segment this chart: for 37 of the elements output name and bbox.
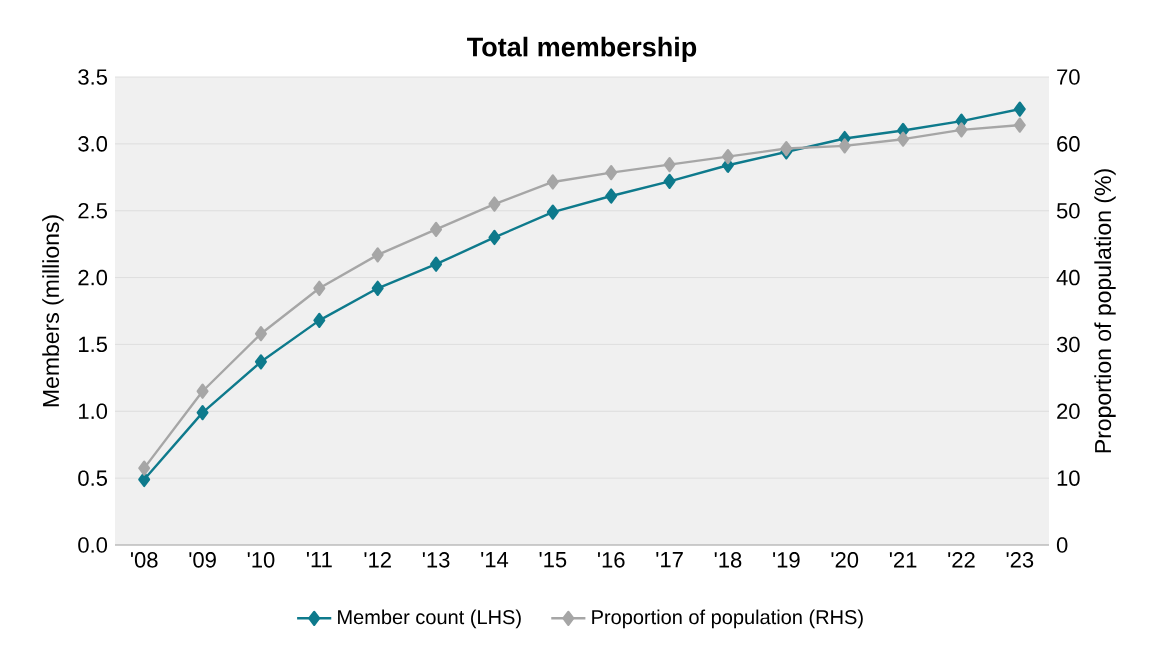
x-tick-label: '08 — [130, 552, 158, 568]
y2-tick-label: 0 — [1056, 537, 1068, 553]
y2-tick-label: 70 — [1057, 69, 1080, 85]
y-tick-label: 0.0 — [78, 537, 108, 553]
y-tick-label: 2.0 — [78, 269, 108, 286]
y-tick-label: 2.5 — [78, 202, 107, 219]
x-tick-label: '23 — [1006, 552, 1034, 568]
y2-tick-label: 20 — [1057, 403, 1080, 420]
y2-tick-label: 60 — [1057, 136, 1080, 152]
x-tick-label: '20 — [831, 552, 859, 568]
x-tick-label: '12 — [364, 552, 391, 568]
x-tick-label: '11 — [306, 552, 332, 568]
y2-tick-label: 30 — [1056, 336, 1080, 353]
x-tick-label: '21 — [889, 552, 917, 568]
x-tick-label: '17 — [656, 552, 683, 568]
y-axis-title: Members (millions) — [42, 215, 64, 407]
x-tick-label: '19 — [773, 552, 800, 568]
x-tick-label: '16 — [597, 552, 625, 568]
y2-tick-label: 10 — [1057, 470, 1080, 486]
y2-tick-label: 40 — [1056, 269, 1080, 286]
y-tick-label: 0.5 — [78, 470, 107, 486]
x-tick-label: '14 — [481, 552, 509, 568]
x-tick-label: '09 — [189, 552, 216, 568]
y-tick-label: 3.0 — [78, 136, 108, 152]
x-tick-label: '22 — [948, 552, 975, 568]
chart-title: Total membership — [467, 36, 697, 62]
y2-tick-label: 50 — [1056, 202, 1080, 219]
y-tick-label: 3.5 — [78, 69, 107, 85]
y2-axis-title: Proportion of population (%) — [1094, 169, 1116, 453]
x-tick-label: '15 — [539, 552, 567, 568]
y-tick-label: 1.0 — [79, 403, 108, 420]
legend-label: Proportion of population (RHS) — [592, 609, 863, 629]
y-tick-label: 1.5 — [79, 336, 107, 353]
x-tick-label: '13 — [422, 552, 450, 568]
x-tick-label: '10 — [247, 552, 275, 568]
legend-label: Member count (LHS) — [338, 609, 521, 629]
x-tick-label: '18 — [714, 552, 742, 568]
